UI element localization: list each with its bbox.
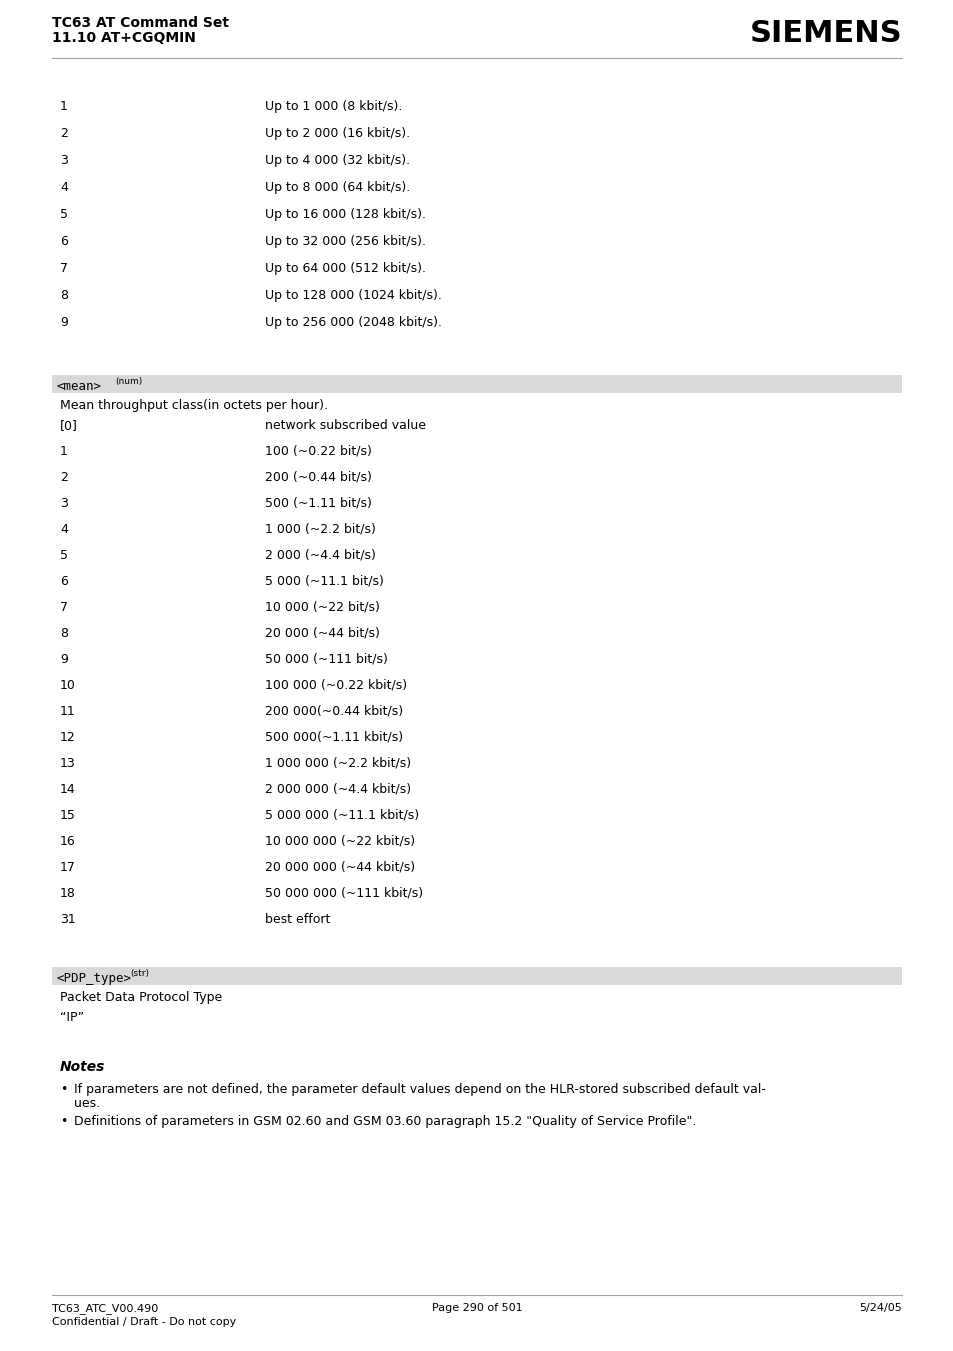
Text: 3: 3 [60,497,68,509]
Text: 2: 2 [60,471,68,484]
Text: 3: 3 [60,154,68,168]
Text: TC63_ATC_V00.490: TC63_ATC_V00.490 [52,1302,158,1315]
Text: 7: 7 [60,262,68,276]
Text: 9: 9 [60,316,68,330]
Text: (str): (str) [130,969,149,978]
Text: 100 (~0.22 bit/s): 100 (~0.22 bit/s) [265,444,372,458]
Text: 8: 8 [60,627,68,640]
Text: 16: 16 [60,835,75,848]
Text: 50 000 000 (~111 kbit/s): 50 000 000 (~111 kbit/s) [265,888,423,900]
Text: (num): (num) [115,377,142,385]
Text: 1 000 000 (~2.2 kbit/s): 1 000 000 (~2.2 kbit/s) [265,757,411,770]
Text: best effort: best effort [265,913,330,925]
Text: Up to 1 000 (8 kbit/s).: Up to 1 000 (8 kbit/s). [265,100,402,113]
Text: 20 000 000 (~44 kbit/s): 20 000 000 (~44 kbit/s) [265,861,415,874]
Text: ues.: ues. [74,1097,100,1111]
Text: •: • [60,1084,68,1096]
Bar [52,967,901,985]
Text: [0]: [0] [60,419,78,432]
Text: Notes: Notes [60,1061,105,1074]
Text: Mean throughput class(in octets per hour).: Mean throughput class(in octets per hour… [60,399,328,412]
Text: 17: 17 [60,861,76,874]
Text: 5/24/05: 5/24/05 [859,1302,901,1313]
Text: 1 000 (~2.2 bit/s): 1 000 (~2.2 bit/s) [265,523,375,536]
Text: 200 (~0.44 bit/s): 200 (~0.44 bit/s) [265,471,372,484]
Text: 5 000 (~11.1 bit/s): 5 000 (~11.1 bit/s) [265,576,383,588]
Text: TC63 AT Command Set: TC63 AT Command Set [52,16,229,30]
Text: 10 000 (~22 bit/s): 10 000 (~22 bit/s) [265,601,379,613]
Text: network subscribed value: network subscribed value [265,419,426,432]
Text: 500 000(~1.11 kbit/s): 500 000(~1.11 kbit/s) [265,731,403,744]
Text: 8: 8 [60,289,68,303]
Text: 11.10 AT+CGQMIN: 11.10 AT+CGQMIN [52,31,195,45]
Text: Up to 2 000 (16 kbit/s).: Up to 2 000 (16 kbit/s). [265,127,410,141]
Text: 4: 4 [60,523,68,536]
Text: 10 000 000 (~22 kbit/s): 10 000 000 (~22 kbit/s) [265,835,415,848]
Text: Page 290 of 501: Page 290 of 501 [432,1302,521,1313]
Text: If parameters are not defined, the parameter default values depend on the HLR-st: If parameters are not defined, the param… [74,1084,765,1096]
Text: 11: 11 [60,705,75,717]
Text: 14: 14 [60,784,75,796]
Text: 4: 4 [60,181,68,195]
Text: 20 000 (~44 bit/s): 20 000 (~44 bit/s) [265,627,379,640]
Text: 15: 15 [60,809,76,821]
Text: Up to 32 000 (256 kbit/s).: Up to 32 000 (256 kbit/s). [265,235,426,249]
Text: 9: 9 [60,653,68,666]
Text: 1: 1 [60,444,68,458]
Text: 12: 12 [60,731,75,744]
Text: 500 (~1.11 bit/s): 500 (~1.11 bit/s) [265,497,372,509]
Text: 31: 31 [60,913,75,925]
Text: “IP”: “IP” [60,1011,84,1024]
Text: 18: 18 [60,888,76,900]
Text: 7: 7 [60,601,68,613]
Text: Up to 16 000 (128 kbit/s).: Up to 16 000 (128 kbit/s). [265,208,426,222]
Text: 13: 13 [60,757,75,770]
Text: 1: 1 [60,100,68,113]
Text: Up to 4 000 (32 kbit/s).: Up to 4 000 (32 kbit/s). [265,154,410,168]
Text: Definitions of parameters in GSM 02.60 and GSM 03.60 paragraph 15.2 "Quality of : Definitions of parameters in GSM 02.60 a… [74,1115,696,1128]
Text: Up to 256 000 (2048 kbit/s).: Up to 256 000 (2048 kbit/s). [265,316,441,330]
Text: Up to 8 000 (64 kbit/s).: Up to 8 000 (64 kbit/s). [265,181,410,195]
Text: 2 000 000 (~4.4 kbit/s): 2 000 000 (~4.4 kbit/s) [265,784,411,796]
Text: 200 000(~0.44 kbit/s): 200 000(~0.44 kbit/s) [265,705,403,717]
Text: 6: 6 [60,235,68,249]
Text: •: • [60,1115,68,1128]
Text: <PDP_type>: <PDP_type> [57,971,132,985]
Text: 5: 5 [60,549,68,562]
Text: Packet Data Protocol Type: Packet Data Protocol Type [60,992,222,1004]
Text: Up to 128 000 (1024 kbit/s).: Up to 128 000 (1024 kbit/s). [265,289,441,303]
Text: 6: 6 [60,576,68,588]
Text: 2: 2 [60,127,68,141]
Text: 5: 5 [60,208,68,222]
Text: 5 000 000 (~11.1 kbit/s): 5 000 000 (~11.1 kbit/s) [265,809,418,821]
Text: SIEMENS: SIEMENS [749,19,901,49]
Text: 100 000 (~0.22 kbit/s): 100 000 (~0.22 kbit/s) [265,680,407,692]
Text: <mean>: <mean> [57,380,102,393]
Text: Confidential / Draft - Do not copy: Confidential / Draft - Do not copy [52,1317,236,1327]
Text: 10: 10 [60,680,76,692]
Text: 50 000 (~111 bit/s): 50 000 (~111 bit/s) [265,653,388,666]
Bar [52,376,901,393]
Text: 2 000 (~4.4 bit/s): 2 000 (~4.4 bit/s) [265,549,375,562]
Text: Up to 64 000 (512 kbit/s).: Up to 64 000 (512 kbit/s). [265,262,426,276]
